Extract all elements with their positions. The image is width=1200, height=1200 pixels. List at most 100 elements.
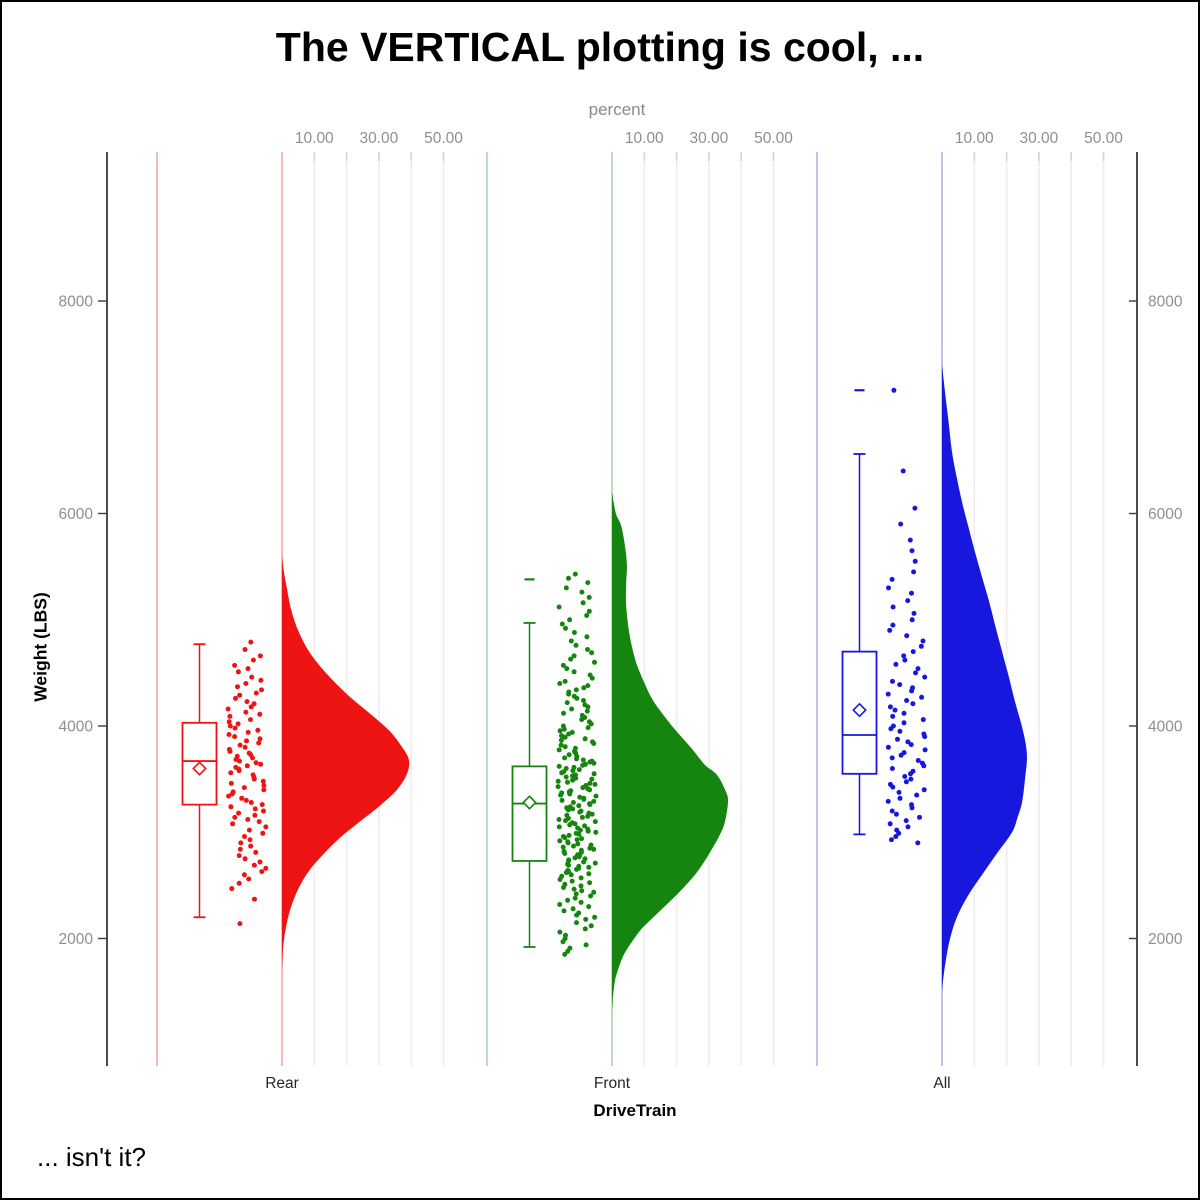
jitter-point xyxy=(226,719,232,725)
jitter-point xyxy=(895,736,900,742)
jitter-point xyxy=(559,621,565,627)
jitter-point xyxy=(572,821,578,827)
jitter-point xyxy=(557,929,563,935)
jitter-point xyxy=(897,682,903,688)
jitter-point xyxy=(915,840,921,846)
top-tick-label: 30.00 xyxy=(1020,130,1059,147)
jitter-point xyxy=(587,780,593,786)
jitter-point xyxy=(900,468,906,474)
top-tick-label: 10.00 xyxy=(295,130,334,147)
jitter-point xyxy=(898,521,904,527)
jitter-point xyxy=(591,771,597,777)
jitter-point xyxy=(580,785,586,791)
jitter-point xyxy=(235,669,241,675)
jitter-point xyxy=(572,571,578,577)
jitter-point xyxy=(556,604,562,610)
jitter-point xyxy=(568,656,574,662)
jitter-point xyxy=(584,708,590,714)
jitter-point xyxy=(260,778,266,784)
jitter-point xyxy=(587,845,593,851)
top-tick-label: 50.00 xyxy=(754,130,793,147)
jitter-point xyxy=(251,862,257,868)
jitter-point xyxy=(591,889,597,895)
jitter-point xyxy=(556,747,562,753)
violin-shape xyxy=(942,364,1027,992)
jitter-point xyxy=(249,674,255,680)
jitter-point xyxy=(920,638,926,644)
mean-diamond-icon xyxy=(852,702,867,718)
jitter-point xyxy=(556,763,562,769)
jitter-point xyxy=(912,558,918,564)
jitter-point xyxy=(586,594,592,600)
jitter-point xyxy=(561,885,566,890)
jitter-point xyxy=(588,923,594,929)
jitter-point xyxy=(911,569,917,575)
footnote-text: ... isn't it? xyxy=(37,1142,147,1172)
jitter-point xyxy=(911,610,917,616)
jitter-point xyxy=(888,726,894,732)
jitter-point xyxy=(576,767,582,773)
jitter-point xyxy=(259,869,265,875)
top-tick-label: 10.00 xyxy=(625,130,664,147)
jitter-point xyxy=(253,760,259,766)
jitter-point xyxy=(908,742,914,748)
x-axis-label: DriveTrain xyxy=(593,1101,677,1120)
jitter-point xyxy=(890,604,896,610)
jitter-point xyxy=(565,807,571,813)
jitter-point xyxy=(242,856,248,862)
jitter-point xyxy=(569,706,575,712)
jitter-point xyxy=(905,739,911,745)
jitter-point xyxy=(577,809,583,815)
jitter-point xyxy=(910,649,916,655)
jitter-point xyxy=(263,865,269,871)
jitter-point xyxy=(571,653,577,659)
y-tick-label: 4000 xyxy=(59,719,94,736)
jitter-point xyxy=(242,744,248,750)
jitter-point xyxy=(905,598,911,604)
jitter-point xyxy=(555,778,561,784)
jitter-point xyxy=(574,920,579,926)
jitter-point xyxy=(887,704,893,710)
jitter-point xyxy=(245,729,251,735)
jitter-point xyxy=(557,728,563,734)
jitter-point xyxy=(901,710,907,716)
jitter-point xyxy=(226,732,232,737)
top-tick-label: 50.00 xyxy=(424,130,463,147)
category-label: All xyxy=(933,1075,950,1092)
jitter-point xyxy=(890,678,895,684)
jitter-point xyxy=(568,872,574,878)
jitter-point xyxy=(576,803,582,809)
jitter-point xyxy=(579,814,585,820)
jitter-point xyxy=(589,675,595,681)
jitter-point xyxy=(919,694,925,700)
jitter-point xyxy=(559,797,565,803)
jitter-point xyxy=(241,872,247,878)
jitter-point xyxy=(248,717,253,723)
jitter-point xyxy=(580,757,586,763)
jitter-point xyxy=(237,921,243,927)
jitter-point xyxy=(587,787,593,793)
jitter-point xyxy=(558,742,564,748)
jitter-point xyxy=(908,771,913,777)
category-label: Front xyxy=(594,1075,631,1092)
jitter-point xyxy=(585,647,590,652)
jitter-point xyxy=(588,721,594,727)
jitter-point xyxy=(236,853,242,859)
jitter-point xyxy=(565,779,570,785)
jitter-point xyxy=(922,734,928,740)
jitter-point xyxy=(885,798,891,804)
jitter-point xyxy=(238,840,244,846)
jitter-point xyxy=(248,704,254,710)
jitter-point xyxy=(248,843,254,849)
jitter-point xyxy=(574,866,579,872)
jitter-point xyxy=(565,948,571,954)
jitter-point xyxy=(586,904,592,910)
jitter-point xyxy=(565,897,571,903)
jitter-point xyxy=(892,707,898,713)
jitter-point xyxy=(257,653,263,659)
jitter-point xyxy=(580,762,586,768)
jitter-point xyxy=(586,608,592,614)
jitter-point xyxy=(913,670,918,676)
jitter-point xyxy=(901,653,907,659)
jitter-point xyxy=(889,755,895,761)
